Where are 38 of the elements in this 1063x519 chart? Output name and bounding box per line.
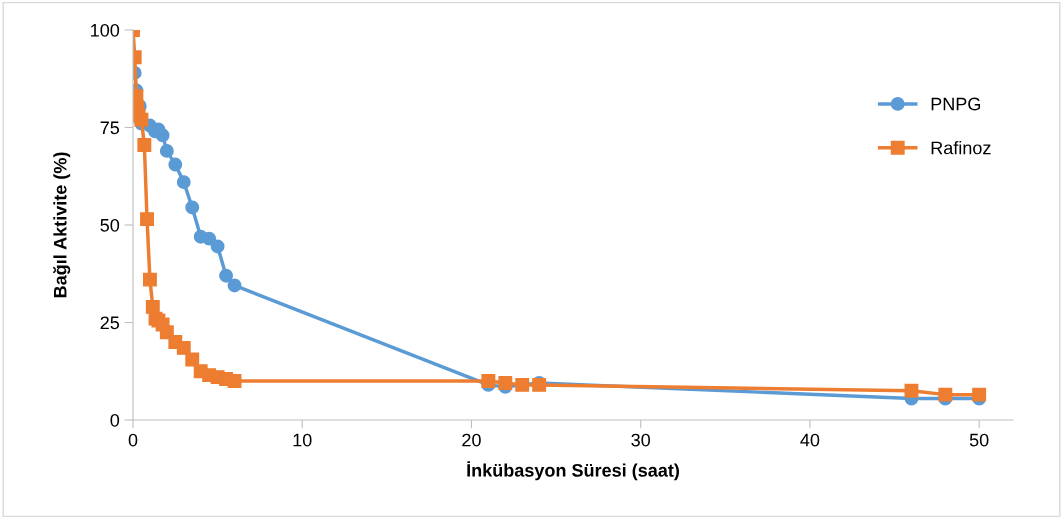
point [210, 239, 225, 254]
point [904, 383, 919, 398]
point [481, 374, 496, 388]
y-tick-label: 0 [110, 413, 120, 427]
x-axis-title: İnkübasyon Süresi (saat) [467, 461, 679, 481]
point [168, 157, 183, 172]
x-tick-label: 0 [128, 433, 138, 447]
point [176, 340, 191, 355]
y-tick-label: 25 [100, 316, 120, 330]
legend-label: Rafinoz [931, 141, 991, 155]
point [145, 299, 160, 314]
x-tick-label: 50 [969, 433, 989, 447]
point [227, 278, 242, 293]
point [176, 175, 191, 190]
point [227, 374, 242, 388]
point [515, 377, 530, 392]
point [142, 272, 157, 287]
x-tick-label: 10 [293, 433, 312, 447]
y-tick-label: 100 [91, 23, 120, 37]
point [185, 352, 200, 367]
point [202, 231, 217, 246]
x-tick-label: 40 [800, 433, 820, 447]
point [134, 112, 149, 127]
x-tick-label: 20 [462, 433, 481, 447]
y-tick-label: 50 [100, 218, 120, 232]
y-tick-label: 75 [100, 121, 120, 135]
point [972, 387, 987, 402]
point [498, 376, 513, 390]
point [185, 200, 200, 215]
point [938, 387, 953, 402]
point [137, 138, 152, 152]
point [219, 268, 234, 283]
point [155, 128, 170, 143]
x-tick-label: 30 [631, 433, 651, 447]
point [140, 212, 154, 227]
point [159, 143, 174, 158]
y-axis-title: Bağıl Aktivite (%) [53, 152, 71, 298]
legend-label: PNPG [931, 97, 981, 111]
